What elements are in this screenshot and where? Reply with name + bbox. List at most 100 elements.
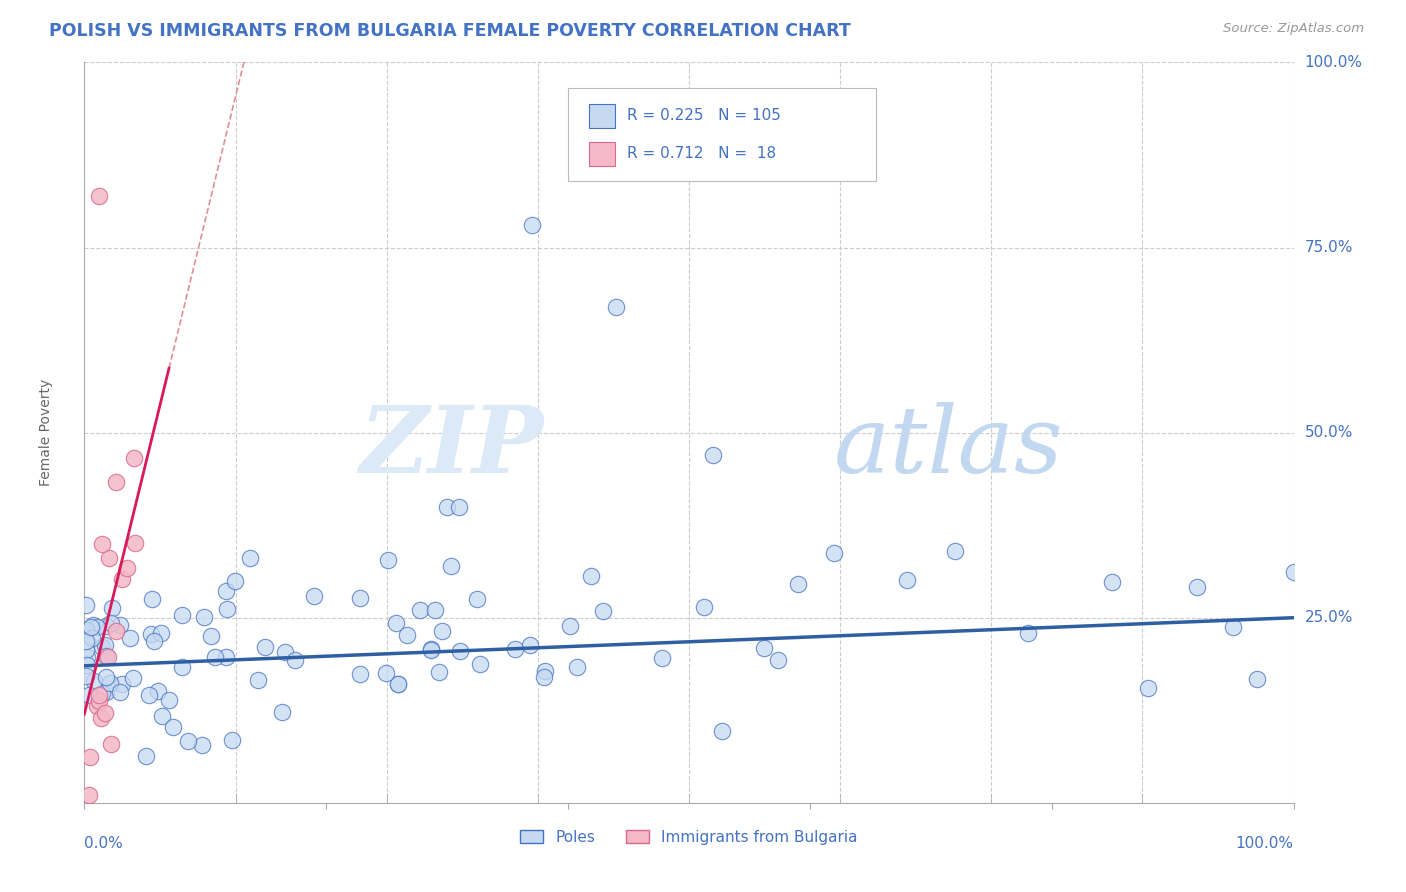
FancyBboxPatch shape [589,103,616,128]
Point [100,737,122,751]
Point [90,686,112,700]
Point [94,685,117,699]
Point [436,500,458,514]
Point [217,601,239,615]
Point [1222,620,1244,634]
Point [787,577,810,591]
Point [193,610,215,624]
Point [1137,681,1160,695]
Point [215,650,238,665]
Point [115,560,138,574]
Point [519,639,541,653]
Legend: Poles, Immigrants from Bulgaria: Poles, Immigrants from Bulgaria [515,823,863,851]
Point [520,219,543,233]
Point [75,669,97,683]
Point [150,709,173,723]
Point [79,750,101,764]
Point [177,734,200,748]
Point [349,667,371,681]
Point [159,693,181,707]
Point [560,619,582,633]
Point [122,450,145,465]
Point [94,639,117,653]
Point [349,591,371,606]
Point [439,559,461,574]
Point [385,615,408,630]
Text: 0.0%: 0.0% [84,836,124,851]
Point [97,650,120,665]
Point [651,651,673,665]
Point [605,300,627,314]
Point [139,627,162,641]
Point [75,634,97,648]
Text: ZIP: ZIP [360,402,544,492]
Point [387,676,409,690]
Point [693,599,716,614]
Point [420,641,443,656]
Point [122,671,145,685]
Point [221,732,243,747]
Point [141,591,163,606]
Point [302,589,325,603]
Point [271,705,294,719]
Point [423,603,446,617]
Point [711,723,734,738]
Point [170,607,193,622]
Point [77,789,100,803]
Point [101,600,124,615]
Point [579,569,602,583]
Point [449,500,471,514]
Point [565,660,588,674]
Point [430,624,453,638]
Point [76,649,98,664]
Point [105,624,128,639]
Point [190,739,212,753]
Point [534,664,557,678]
Point [100,616,122,631]
Point [468,657,491,671]
Text: 75.0%: 75.0% [1305,240,1353,255]
Point [374,666,396,681]
Point [284,652,307,666]
Point [387,677,409,691]
Text: 50.0%: 50.0% [1305,425,1353,440]
Point [150,626,173,640]
Point [87,694,110,708]
Point [533,670,555,684]
Point [94,706,117,720]
Point [105,475,128,489]
Point [420,642,443,657]
Point [238,551,260,566]
Point [90,711,112,725]
Point [82,632,104,646]
Point [200,629,222,643]
Point [111,677,134,691]
Point [1282,565,1305,579]
Point [87,188,110,202]
Point [214,584,236,599]
FancyBboxPatch shape [568,88,876,181]
Text: atlas: atlas [834,402,1063,492]
Point [449,644,471,658]
Point [135,749,157,764]
Point [246,673,269,687]
Point [1246,673,1268,687]
Text: 100.0%: 100.0% [1305,55,1362,70]
Point [170,660,193,674]
Point [77,689,100,703]
Point [274,645,297,659]
Point [97,551,120,566]
Point [142,634,165,648]
Point [75,642,97,657]
Point [91,536,114,550]
Point [377,553,399,567]
Point [396,628,419,642]
Text: 100.0%: 100.0% [1236,836,1294,851]
Point [592,604,614,618]
Point [89,688,111,702]
Point [94,648,117,663]
Point [943,543,966,558]
Point [162,720,184,734]
Text: R = 0.225   N = 105: R = 0.225 N = 105 [627,108,782,123]
Point [75,599,97,613]
